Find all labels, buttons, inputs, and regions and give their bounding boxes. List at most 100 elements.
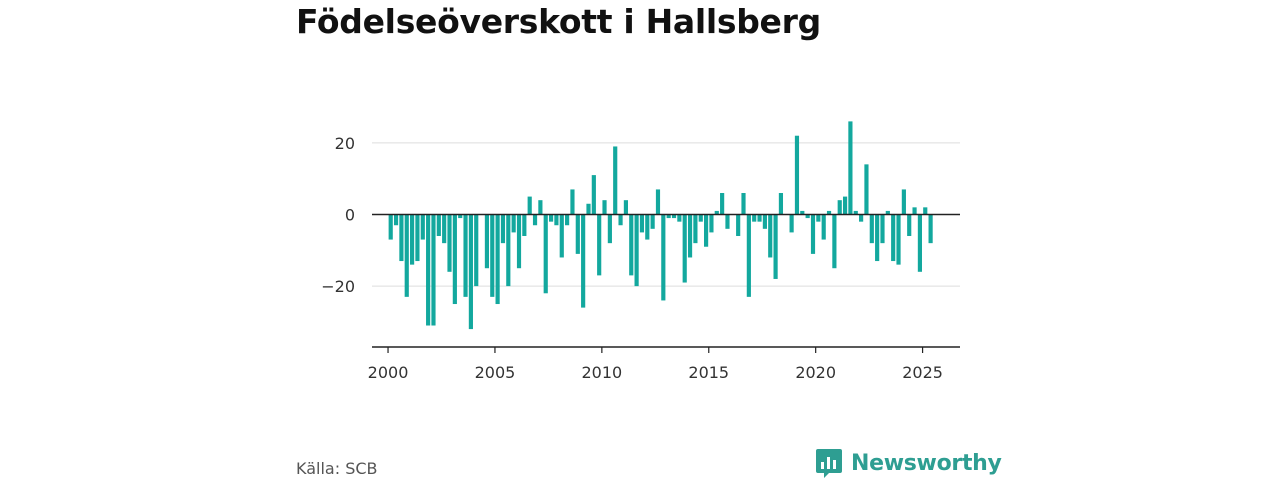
bar-chart: 20 0 −20 2000 2005 2010 2015 2020 2025 bbox=[321, 121, 960, 382]
bar bbox=[869, 214, 874, 244]
bar bbox=[388, 214, 393, 240]
bar bbox=[442, 214, 447, 244]
bar bbox=[618, 214, 623, 226]
bar bbox=[602, 200, 607, 215]
bar bbox=[917, 214, 922, 272]
bar bbox=[704, 214, 709, 247]
y-axis-tick-labels: 20 0 −20 bbox=[321, 134, 355, 296]
bar bbox=[650, 214, 655, 229]
bar bbox=[463, 214, 468, 297]
bar bbox=[548, 214, 554, 222]
bar bbox=[768, 214, 773, 258]
bar bbox=[543, 214, 548, 294]
bar bbox=[832, 214, 837, 269]
bar bbox=[431, 214, 436, 326]
brand-logo: Newsworthy bbox=[815, 447, 1002, 479]
bar bbox=[671, 214, 677, 219]
brand-name: Newsworthy bbox=[851, 450, 1002, 476]
bar bbox=[677, 214, 682, 222]
bar bbox=[698, 214, 703, 222]
bar bbox=[853, 210, 858, 215]
bar bbox=[436, 214, 441, 236]
x-tick-label: 2000 bbox=[368, 363, 409, 382]
bar bbox=[752, 214, 757, 222]
bar bbox=[848, 121, 853, 215]
bar bbox=[714, 210, 719, 215]
bar bbox=[645, 214, 650, 240]
bar bbox=[687, 214, 693, 258]
bar bbox=[778, 193, 784, 215]
bar bbox=[554, 214, 559, 226]
bar bbox=[500, 214, 506, 244]
bar bbox=[800, 210, 805, 215]
x-tick-label: 2005 bbox=[475, 363, 516, 382]
bar bbox=[864, 164, 869, 215]
bar bbox=[826, 210, 832, 215]
bar bbox=[426, 214, 431, 326]
x-tick-label: 2010 bbox=[581, 363, 622, 382]
bar bbox=[410, 214, 415, 265]
y-tick-label: 20 bbox=[335, 134, 355, 153]
bar bbox=[420, 214, 425, 240]
bar bbox=[458, 214, 463, 219]
bar bbox=[810, 214, 816, 254]
bar bbox=[720, 193, 725, 215]
bar bbox=[516, 214, 522, 269]
bar bbox=[474, 214, 479, 287]
bar bbox=[506, 214, 511, 287]
bar-chart-speech-bubble-icon bbox=[816, 449, 842, 478]
bar bbox=[565, 214, 570, 226]
bar bbox=[762, 214, 767, 229]
axes bbox=[372, 213, 960, 353]
bar bbox=[821, 214, 826, 240]
bar bbox=[415, 214, 420, 262]
bar bbox=[661, 214, 666, 301]
bar bbox=[896, 214, 901, 265]
bar bbox=[725, 214, 730, 229]
bar bbox=[794, 135, 800, 215]
bar bbox=[859, 214, 864, 222]
bar bbox=[805, 214, 810, 219]
bar bbox=[842, 196, 848, 215]
bar bbox=[655, 189, 661, 215]
bar bbox=[591, 175, 596, 215]
bar bbox=[570, 189, 575, 215]
bar bbox=[885, 210, 890, 215]
bar bbox=[452, 214, 457, 305]
bar bbox=[597, 214, 602, 276]
bar bbox=[880, 214, 885, 244]
bar bbox=[581, 214, 586, 308]
bar bbox=[875, 214, 880, 262]
bar bbox=[586, 203, 591, 215]
bar bbox=[837, 200, 842, 215]
bar bbox=[666, 214, 671, 219]
bar bbox=[522, 214, 527, 236]
bar bbox=[789, 214, 794, 233]
bar bbox=[891, 214, 896, 262]
bar bbox=[682, 214, 687, 283]
bar bbox=[629, 214, 634, 276]
bar bbox=[484, 214, 490, 269]
bar bbox=[741, 193, 746, 215]
x-tick-label: 2025 bbox=[902, 363, 943, 382]
x-tick-label: 2015 bbox=[688, 363, 729, 382]
bar bbox=[907, 214, 912, 236]
bar bbox=[623, 200, 628, 215]
bar bbox=[447, 214, 452, 272]
bar bbox=[404, 214, 409, 297]
bar bbox=[709, 214, 714, 233]
bar bbox=[468, 214, 473, 330]
bar bbox=[559, 214, 564, 258]
bar-series bbox=[388, 121, 933, 330]
bar bbox=[928, 214, 933, 244]
bar bbox=[575, 214, 580, 254]
bar bbox=[634, 214, 639, 287]
chart-title: Födelseöverskott i Hallsberg bbox=[296, 2, 821, 41]
bar bbox=[511, 214, 516, 233]
bar bbox=[923, 207, 928, 215]
y-tick-label: 0 bbox=[345, 206, 355, 225]
bar bbox=[901, 189, 906, 215]
bar bbox=[613, 146, 618, 215]
bar bbox=[527, 196, 532, 215]
bar bbox=[693, 214, 698, 244]
